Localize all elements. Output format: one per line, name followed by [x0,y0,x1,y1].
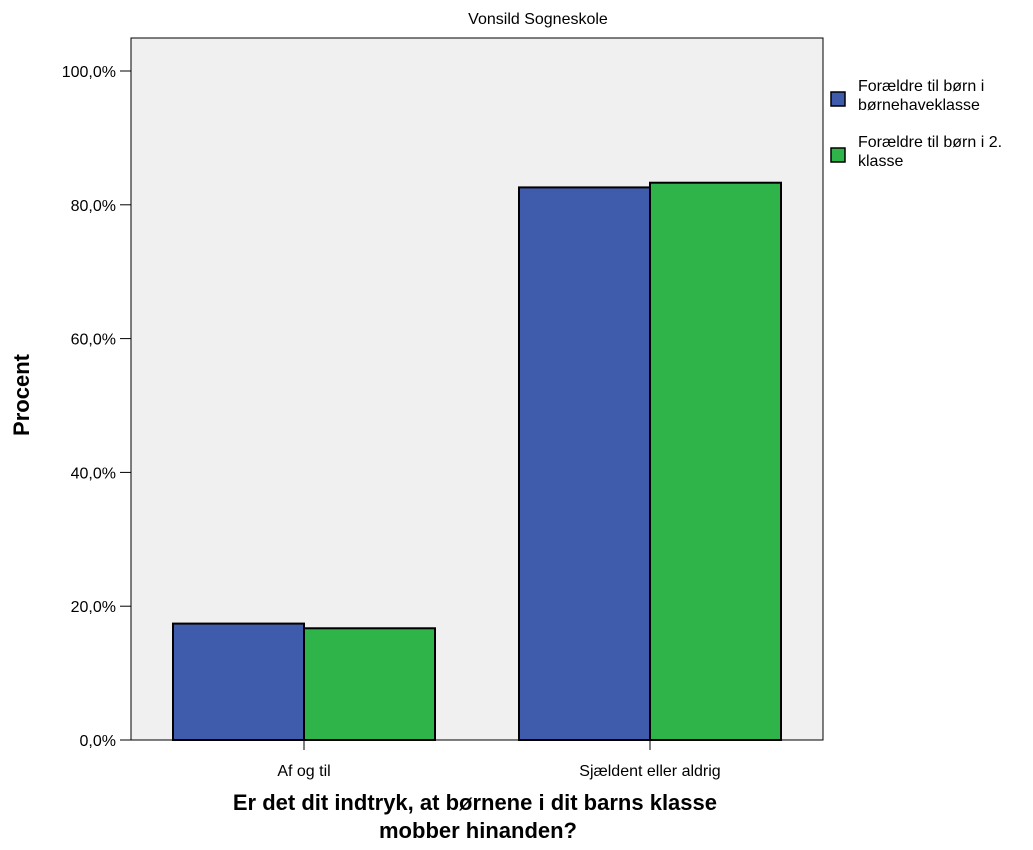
y-tick-label: 0,0% [80,733,116,750]
legend-swatch [830,91,846,107]
legend-label-line: Forældre til børn i 2. [858,134,1002,151]
y-tick-label: 80,0% [71,198,116,215]
bars-group [172,181,782,741]
chart-title: Vonsild Sogneskole [468,11,608,28]
x-axis-title: Er det dit indtryk, at børnene i dit bar… [233,790,723,843]
bar [172,622,305,741]
y-tick-label: 100,0% [62,64,116,81]
x-axis-title-line-2: mobber hinanden? [379,818,577,843]
y-axis-title: Procent [9,353,34,436]
y-tick-label: 40,0% [71,465,116,482]
y-tick-label: 60,0% [71,332,116,349]
bar [649,181,782,741]
x-tick-label: Sjældent eller aldrig [579,763,720,780]
legend-label-line: børnehaveklasse [858,97,980,114]
bar [303,627,436,741]
legend-label: Forældre til børn i 2. klasse [858,134,1002,170]
x-tick-label: Af og til [277,763,330,780]
legend-swatch [830,147,846,163]
x-axis: Af og til Sjældent eller aldrig [277,740,721,780]
legend-label: Forældre til børn i børnehaveklasse [858,78,984,114]
y-tick-label: 20,0% [71,599,116,616]
x-axis-title-line-1: Er det dit indtryk, at børnene i dit bar… [233,790,717,815]
legend: Forældre til børn i børnehaveklasseForæld… [830,78,1002,170]
bar [518,186,651,741]
legend-label-line: Forældre til børn i [858,78,984,95]
legend-label-line: klasse [858,153,903,170]
y-axis: 0,0% 20,0% 40,0% 60,0% 80,0% 100,0% [62,64,131,750]
